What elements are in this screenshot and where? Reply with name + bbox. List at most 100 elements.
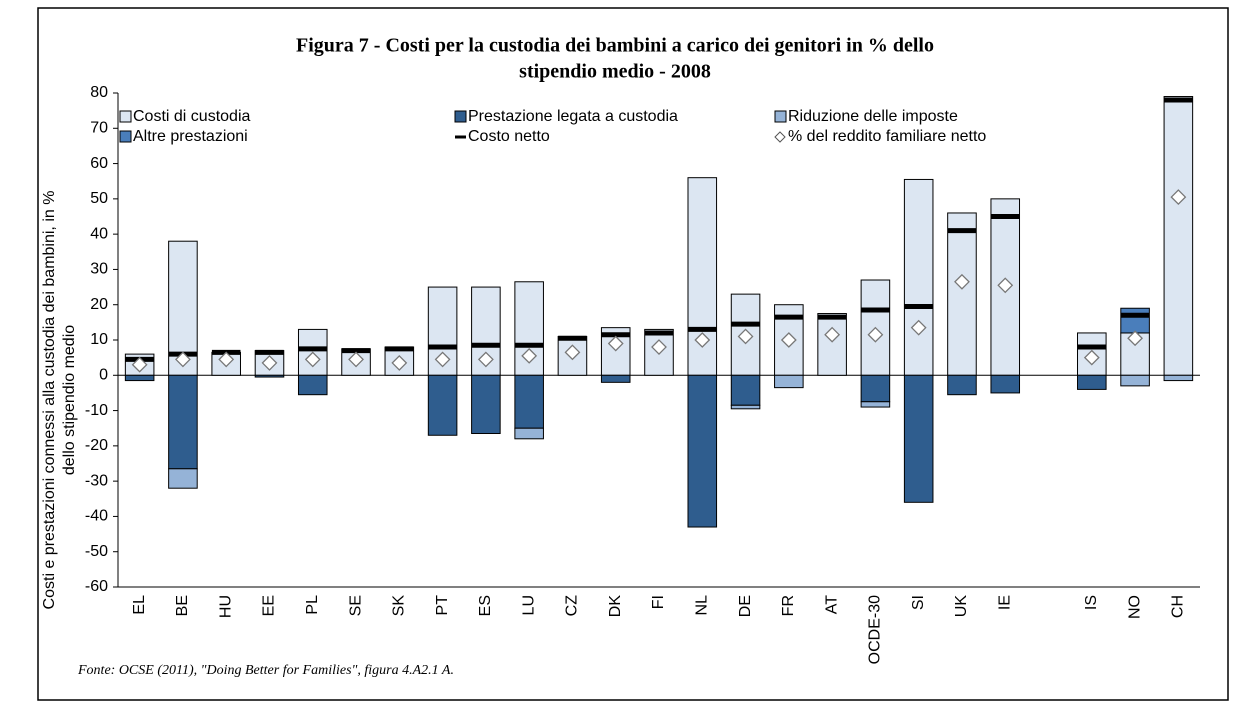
x-tick-label: IS [1083, 595, 1100, 610]
income-share-marker [218, 351, 235, 368]
y-tick-label: 0 [99, 367, 108, 384]
legend-swatch [454, 110, 467, 123]
legend-label: % del reddito familiare netto [788, 128, 986, 145]
bar-segment [947, 374, 977, 396]
bar-segment [471, 374, 501, 435]
income-share-marker [1170, 189, 1187, 206]
y-tick-label: 80 [90, 84, 108, 101]
income-share-marker [564, 344, 581, 361]
income-share-marker [1127, 330, 1143, 347]
bar-segment [168, 468, 198, 489]
bar-segment [860, 401, 891, 408]
y-tick-label: 60 [90, 155, 108, 172]
x-tick-label: SI [910, 595, 927, 610]
chart-title: Figura 7 - Costi per la custodia dei bam… [296, 35, 934, 57]
y-tick-label: -60 [85, 578, 108, 595]
x-tick-label: LU [520, 595, 537, 615]
income-share-marker [651, 339, 667, 355]
x-tick-label: SE [347, 595, 364, 616]
bar-segment [514, 427, 544, 440]
bar-segment [297, 374, 328, 396]
legend-label: Prestazione legata a custodia [468, 108, 678, 125]
y-tick-label: 40 [90, 225, 108, 242]
x-tick-label: UK [953, 595, 970, 618]
x-tick-label: HU [217, 595, 234, 618]
bar-segment [254, 374, 285, 378]
y-tick-label: 50 [90, 190, 108, 207]
x-tick-label: EL [131, 595, 148, 615]
income-share-marker [607, 335, 624, 352]
x-tick-label: OCDE-30 [867, 595, 884, 664]
bar-segment [168, 374, 198, 470]
x-tick-label: FI [650, 595, 667, 609]
income-share-marker [737, 328, 754, 345]
bar-segment [730, 374, 761, 406]
y-axis-title: dello stipendio medio [61, 325, 78, 475]
y-tick-label: -20 [85, 437, 108, 454]
y-tick-label: 70 [90, 120, 108, 137]
income-share-marker [477, 351, 494, 368]
bar-segment [427, 286, 458, 376]
bar-segment [124, 374, 155, 382]
bar-segment [600, 374, 631, 383]
y-axis-title: Costi e prestazioni connessi alla custod… [41, 191, 58, 610]
bar-segment [1163, 374, 1194, 382]
income-share-marker [261, 355, 278, 371]
x-tick-label: SK [391, 595, 408, 617]
income-share-marker [175, 351, 191, 368]
x-tick-label: ES [477, 595, 494, 616]
bar-segment [1077, 374, 1107, 390]
bar-segment [1163, 96, 1194, 376]
x-tick-label: DE [737, 595, 754, 617]
income-share-marker [521, 347, 538, 364]
y-tick-label: -40 [85, 508, 108, 525]
legend-swatch [119, 130, 132, 143]
legend-label: Riduzione delle imposte [788, 108, 958, 125]
income-share-marker [694, 332, 711, 348]
income-share-marker [304, 351, 321, 368]
x-tick-label: CZ [564, 595, 581, 617]
income-share-marker [997, 277, 1014, 294]
y-tick-label: -10 [85, 402, 108, 419]
chart-title: stipendio medio - 2008 [519, 61, 711, 83]
y-tick-label: -50 [85, 543, 108, 560]
income-share-marker [824, 326, 841, 343]
bar-segment [903, 178, 934, 376]
legend-swatch [774, 131, 786, 143]
bar-segment [903, 374, 934, 503]
income-share-marker [348, 351, 364, 368]
x-tick-label: BE [174, 595, 191, 616]
bar-segment [730, 404, 761, 410]
income-share-marker [391, 355, 408, 371]
y-tick-label: -30 [85, 472, 108, 489]
bar-segment [427, 374, 458, 436]
x-tick-label: EE [261, 595, 278, 616]
legend-label: Costi di custodia [133, 108, 250, 125]
x-tick-label: IE [996, 595, 1013, 610]
bar-segment [1120, 307, 1150, 334]
x-tick-label: FR [780, 595, 797, 616]
income-share-marker [780, 332, 797, 348]
income-share-marker [131, 356, 148, 373]
legend-label: Altre prestazioni [133, 128, 248, 145]
x-tick-label: PL [304, 595, 321, 615]
bar-segment [817, 313, 847, 376]
income-share-marker [1083, 349, 1100, 366]
x-tick-label: NO [1126, 595, 1143, 619]
y-tick-label: 10 [90, 331, 108, 348]
legend-swatch [119, 110, 132, 123]
income-share-marker [867, 326, 884, 343]
income-share-marker [954, 273, 970, 290]
income-share-marker [910, 319, 927, 336]
bar-segment [687, 374, 718, 528]
bar-segment [860, 374, 891, 403]
x-tick-label: DK [607, 595, 624, 618]
bar-segment [514, 374, 544, 429]
legend-label: Costo netto [468, 128, 550, 145]
y-tick-label: 20 [90, 296, 108, 313]
x-tick-label: NL [693, 595, 710, 616]
income-share-marker [434, 351, 451, 368]
x-tick-label: CH [1170, 595, 1187, 618]
